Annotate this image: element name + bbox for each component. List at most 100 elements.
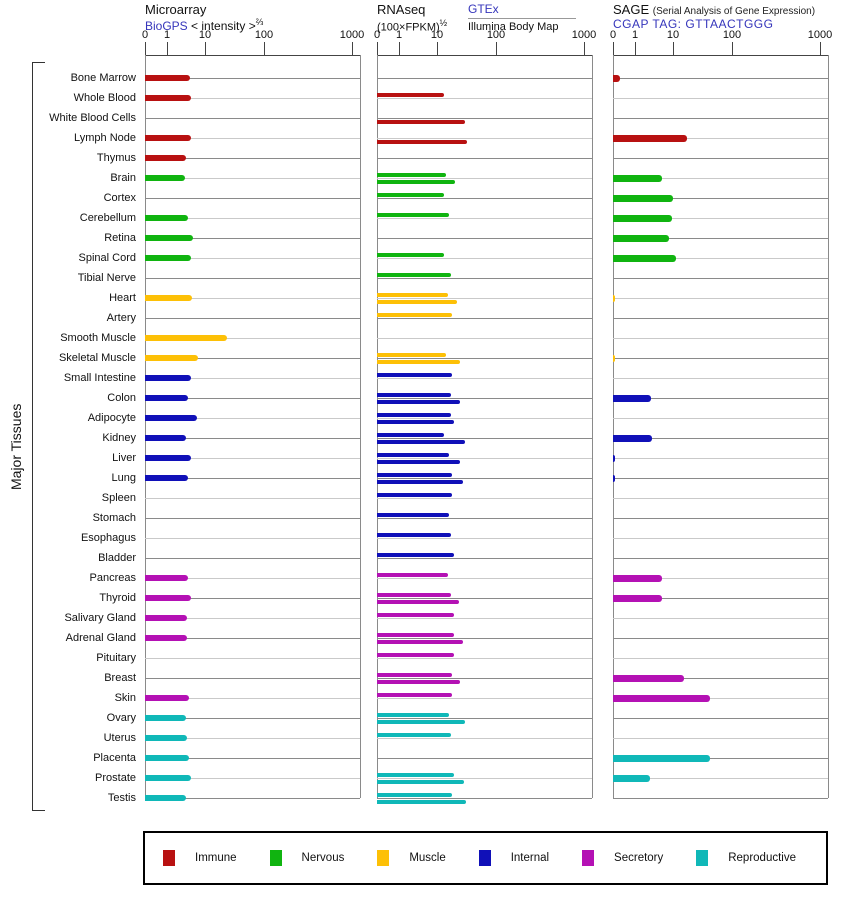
tissue-label: Testis <box>107 792 136 804</box>
legend-label: Muscle <box>409 852 446 864</box>
row-line <box>377 558 592 559</box>
axis-tick <box>145 42 146 55</box>
bar-microarray <box>145 395 188 401</box>
row-line <box>377 218 592 219</box>
bar-rnaseq-gtex <box>377 733 451 737</box>
bar-rnaseq-gtex <box>377 193 444 197</box>
row-line <box>145 758 360 759</box>
sage-title-note: (Serial Analysis of Gene Expression) <box>652 6 816 17</box>
tissues-bracket-top <box>32 62 45 63</box>
tissue-label: Bladder <box>98 552 136 564</box>
row-line <box>613 98 828 99</box>
row-line <box>377 798 592 799</box>
bar-rnaseq-gtex <box>377 293 448 297</box>
tissue-label: White Blood Cells <box>49 112 136 124</box>
row-line <box>613 178 828 179</box>
row-line <box>377 378 592 379</box>
row-line <box>613 698 828 699</box>
bar-microarray <box>145 575 188 581</box>
row-line <box>145 378 360 379</box>
row-line <box>613 78 828 79</box>
tissue-label: Brain <box>110 172 136 184</box>
bar-rnaseq-gtex <box>377 253 444 257</box>
rnaseq-panel-title: RNAseq <box>377 2 426 17</box>
bar-rnaseq-illumina <box>377 440 465 444</box>
axis-tick <box>673 42 674 55</box>
axis-tick <box>205 42 206 55</box>
bar-sage <box>613 75 620 82</box>
bar-microarray <box>145 475 188 481</box>
bar-rnaseq-gtex <box>377 473 453 477</box>
bar-sage <box>613 435 652 442</box>
row-line <box>377 578 592 579</box>
tissue-label: Lung <box>111 472 136 484</box>
tissue-label: Smooth Muscle <box>60 332 136 344</box>
row-line <box>613 258 828 259</box>
row-line <box>377 618 592 619</box>
tissue-label: Thyroid <box>99 592 136 604</box>
row-line <box>145 358 360 359</box>
tissue-label: Pituitary <box>96 652 136 664</box>
bar-sage <box>613 755 710 762</box>
bar-sage <box>613 775 650 782</box>
bar-sage <box>613 455 616 462</box>
axis-line <box>377 55 592 56</box>
bar-sage <box>613 675 684 682</box>
row-line <box>145 258 360 259</box>
bar-rnaseq-gtex <box>377 313 453 317</box>
tissue-label: Cerebellum <box>79 212 136 224</box>
row-line <box>613 298 828 299</box>
bar-microarray <box>145 415 197 421</box>
bar-sage <box>613 255 676 262</box>
tissue-label: Tibial Nerve <box>77 272 136 284</box>
biogps-link[interactable]: BioGPS <box>145 19 188 33</box>
row-line <box>377 158 592 159</box>
tissue-label: Retina <box>104 232 136 244</box>
row-line <box>377 358 592 359</box>
row-line <box>377 418 592 419</box>
microarray-scale-label: < intensity >⅔ <box>191 17 264 33</box>
gtex-link[interactable]: GTEx <box>468 2 576 19</box>
bar-microarray <box>145 95 192 101</box>
bar-rnaseq-gtex <box>377 553 454 557</box>
axis-tick-label: 1000 <box>807 29 833 41</box>
row-line <box>613 638 828 639</box>
legend-item-secretory: Secretory <box>582 850 663 866</box>
tissue-label: Spleen <box>101 492 136 504</box>
row-line <box>377 698 592 699</box>
bar-rnaseq-illumina <box>377 300 458 304</box>
row-line <box>145 218 360 219</box>
tissue-label: Adipocyte <box>87 412 136 424</box>
row-line <box>377 438 592 439</box>
bar-rnaseq-illumina <box>377 140 468 144</box>
bar-rnaseq-gtex <box>377 573 448 577</box>
row-line <box>613 758 828 759</box>
bar-rnaseq-gtex <box>377 213 450 217</box>
row-line <box>145 598 360 599</box>
tissue-label: Uterus <box>103 732 136 744</box>
legend-label: Secretory <box>614 852 664 864</box>
tissue-label: Salivary Gland <box>64 612 136 624</box>
axis-tick-label: 1 <box>395 29 403 41</box>
row-line <box>145 98 360 99</box>
row-line <box>613 358 828 359</box>
bar-sage <box>613 355 616 362</box>
row-line <box>145 658 360 659</box>
bar-microarray <box>145 295 192 301</box>
bar-rnaseq-illumina <box>377 420 454 424</box>
axis-tick <box>635 42 636 55</box>
row-line <box>145 338 360 339</box>
cgap-tag-link[interactable]: CGAP TAG: GTTAACTGGG <box>613 17 774 31</box>
axis-tick-label: 100 <box>722 29 742 41</box>
axis-tick <box>264 42 265 55</box>
plot-area: 0 1 10 100 1000 0 1 10 100 1000 0 1 10 100 1000 Bone Ma… <box>49 29 833 804</box>
bar-rnaseq-illumina <box>377 400 460 404</box>
row-line <box>377 198 592 199</box>
bar-rnaseq-illumina <box>377 680 460 684</box>
row-line <box>377 258 592 259</box>
row-line <box>613 678 828 679</box>
bar-rnaseq-illumina <box>377 780 464 784</box>
bar-rnaseq-illumina <box>377 120 466 124</box>
bar-rnaseq-gtex <box>377 593 451 597</box>
bar-microarray <box>145 375 191 381</box>
